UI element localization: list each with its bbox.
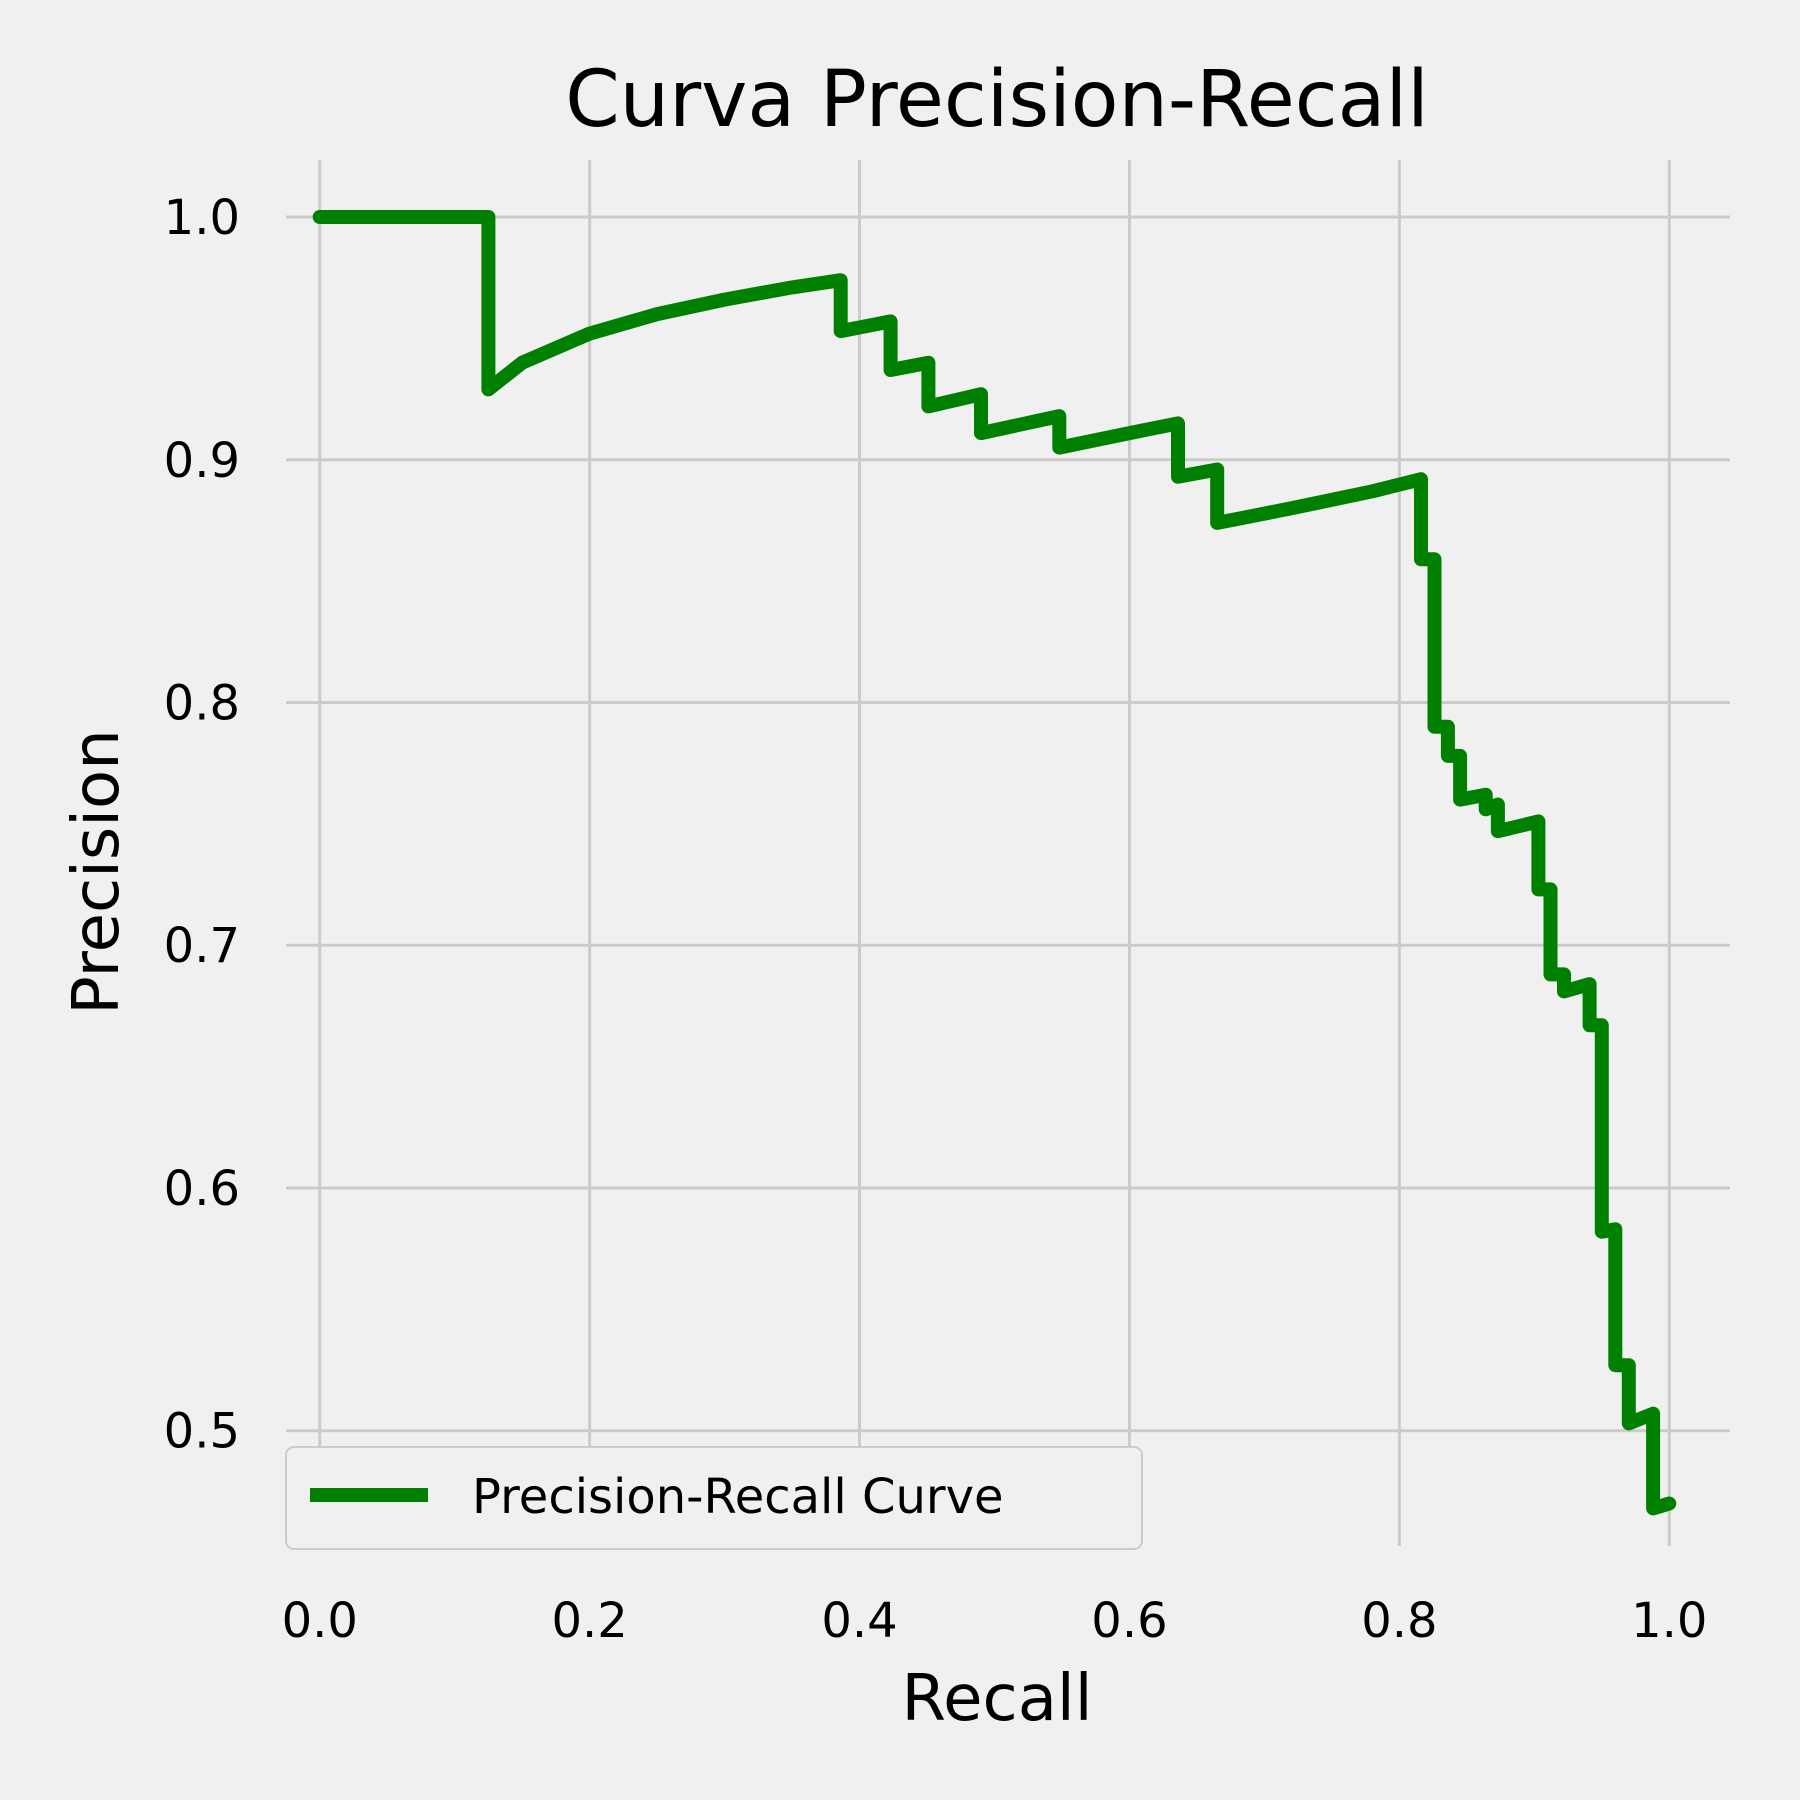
x-tick-label: 0.6 [1091,1593,1167,1649]
x-tick-label: 1.0 [1631,1593,1707,1649]
precision-recall-series-line [312,210,1677,1516]
ticks-layer: 0.0 0.2 0.4 0.6 0.8 1.0 0.5 0.6 0.7 0.8 0.9 1.0 [164,190,1708,1649]
curve-layer [312,210,1677,1516]
y-tick-label: 0.6 [164,1161,240,1217]
y-tick-label: 0.8 [164,676,240,732]
y-tick-label: 1.0 [164,190,240,246]
y-tick-label: 0.9 [164,433,240,489]
x-tick-label: 0.4 [821,1593,897,1649]
legend-label: Precision-Recall Curve [472,1469,1004,1525]
legend-box [285,1446,1143,1550]
y-axis-label: Precision [60,729,134,1015]
legend: Precision-Recall Curve [285,1446,1143,1550]
y-tick-label: 0.7 [164,918,240,974]
x-axis-label: Recall [902,1662,1093,1736]
chart-title: Curva Precision-Recall [565,55,1429,145]
y-tick-label: 0.5 [164,1404,240,1460]
x-tick-label: 0.0 [282,1593,358,1649]
x-tick-label: 0.8 [1361,1593,1437,1649]
grid-layer [286,160,1730,1546]
x-tick-label: 0.2 [551,1593,627,1649]
